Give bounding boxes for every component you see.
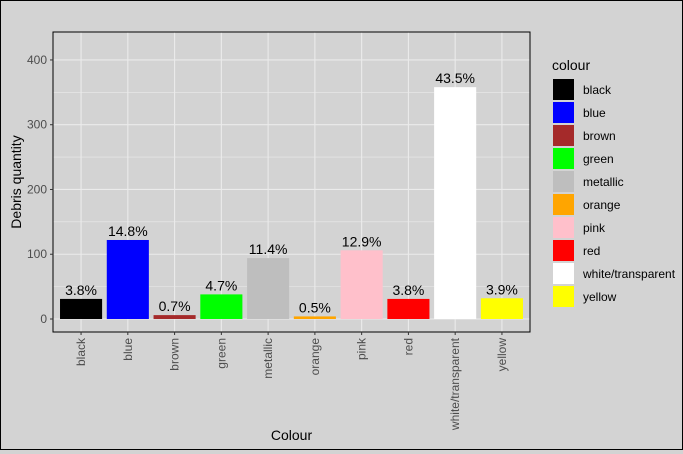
panel-border bbox=[52, 31, 531, 333]
bar-white-transparent bbox=[434, 87, 477, 320]
legend-label: pink bbox=[583, 221, 606, 235]
legend-label: red bbox=[583, 244, 600, 258]
bar-value-label: 3.9% bbox=[486, 281, 518, 297]
bar-pink bbox=[340, 250, 383, 319]
legend-swatch bbox=[553, 240, 574, 261]
legend-label: white/transparent bbox=[582, 267, 676, 281]
bar-black bbox=[60, 298, 103, 319]
bar-metallic bbox=[247, 258, 290, 319]
legend: colour black blue brown green metallic orange… bbox=[552, 57, 676, 307]
legend-label: yellow bbox=[583, 290, 617, 304]
x-tick-label: pink bbox=[355, 337, 369, 360]
legend-title: colour bbox=[552, 57, 590, 73]
bar-value-label: 14.8% bbox=[108, 223, 148, 239]
x-tick-label: black bbox=[74, 337, 88, 366]
legend-label: green bbox=[583, 152, 614, 166]
y-tick-label: 100 bbox=[27, 247, 47, 261]
axis-layer: 0 100 200 300 400 black blue brown green metallic… bbox=[27, 53, 509, 431]
legend-label: orange bbox=[583, 198, 621, 212]
bar-value-label: 11.4% bbox=[249, 241, 288, 257]
y-tick-label: 300 bbox=[27, 118, 47, 132]
legend-label: brown bbox=[583, 129, 616, 143]
x-tick-label: white/transparent bbox=[448, 337, 462, 431]
bar-value-label: 0.5% bbox=[299, 299, 331, 315]
bar-red bbox=[387, 298, 430, 319]
legend-swatch bbox=[553, 79, 574, 100]
x-tick-label: yellow bbox=[495, 338, 509, 372]
y-tick-label: 200 bbox=[27, 182, 47, 196]
y-tick-label: 400 bbox=[27, 53, 47, 67]
legend-label: metallic bbox=[583, 175, 624, 189]
y-axis-title: Debris quantity bbox=[8, 135, 24, 228]
legend-label: black bbox=[583, 83, 612, 97]
bar-value-label: 3.8% bbox=[65, 282, 97, 298]
bar-value-label: 0.7% bbox=[159, 298, 191, 314]
bar-orange bbox=[293, 316, 336, 319]
x-tick-label: green bbox=[214, 338, 228, 369]
x-tick-label: red bbox=[401, 338, 415, 355]
legend-swatch bbox=[553, 171, 574, 192]
x-axis-title: Colour bbox=[271, 427, 313, 443]
bar-green bbox=[200, 294, 243, 319]
bar-brown bbox=[153, 315, 196, 319]
legend-swatch bbox=[553, 194, 574, 215]
legend-swatch bbox=[553, 148, 574, 169]
bar-value-label: 43.5% bbox=[435, 70, 475, 86]
y-tick-label: 0 bbox=[40, 312, 47, 326]
legend-swatch bbox=[553, 125, 574, 146]
bar-value-label: 3.8% bbox=[392, 282, 424, 298]
bar-value-label: 4.7% bbox=[205, 277, 237, 293]
x-tick-label: brown bbox=[168, 338, 182, 371]
legend-swatch bbox=[553, 102, 574, 123]
bars-layer: 3.8% 14.8% 0.7% 4.7% 11.4% 0.5% 12.9% 3.8% 43.5%… bbox=[60, 70, 523, 320]
x-tick-label: blue bbox=[121, 338, 135, 361]
legend-swatch bbox=[553, 217, 574, 238]
legend-swatch bbox=[553, 286, 574, 307]
x-tick-label: metallic bbox=[261, 338, 275, 379]
legend-label: blue bbox=[583, 106, 606, 120]
bar-blue bbox=[106, 239, 149, 319]
bar-yellow bbox=[480, 298, 523, 319]
legend-swatch bbox=[553, 263, 574, 284]
x-tick-label: orange bbox=[308, 338, 322, 376]
bar-value-label: 12.9% bbox=[342, 233, 382, 249]
